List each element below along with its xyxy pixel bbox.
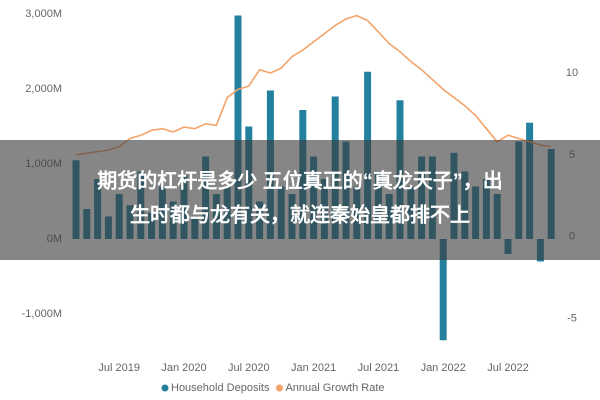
legend-marker xyxy=(275,384,283,392)
banner xyxy=(0,140,600,260)
y2-tick-label: 10 xyxy=(566,67,578,79)
x-tick-label: Jan 2022 xyxy=(421,362,466,374)
x-tick-label: Jan 2020 xyxy=(161,362,206,374)
y-tick-label: 3,000M xyxy=(25,8,62,20)
legend-label: Annual Growth Rate xyxy=(285,382,384,394)
y-tick-label: 2,000M xyxy=(25,83,62,95)
banner-title: 生时都与龙有关，就连秦始皇都排不上 xyxy=(130,202,470,226)
bar xyxy=(439,239,447,341)
x-tick-label: Jan 2021 xyxy=(291,362,336,374)
y2-tick-label: -5 xyxy=(567,313,577,325)
banner-title: 期货的杠杆是多少 五位真正的“真龙天子”，出 xyxy=(97,168,503,192)
y-tick-label: -1,000M xyxy=(22,308,62,320)
x-tick-label: Jul 2020 xyxy=(228,362,270,374)
legend-label: Household Deposits xyxy=(171,382,270,394)
line xyxy=(75,14,552,156)
bar xyxy=(234,15,242,239)
x-tick-label: Jul 2021 xyxy=(358,362,400,374)
x-tick-label: Jul 2019 xyxy=(98,362,140,374)
x-tick-label: Jul 2022 xyxy=(487,362,529,374)
legend-marker xyxy=(161,384,169,392)
